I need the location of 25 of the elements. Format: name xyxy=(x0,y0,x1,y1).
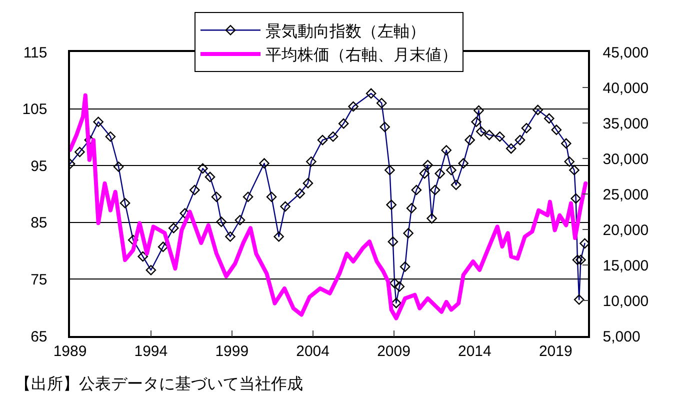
x-tick-label: 1989 xyxy=(53,342,87,360)
y2-tick-label: 25,000 xyxy=(602,186,649,204)
y2-tick-label: 20,000 xyxy=(602,222,649,239)
y-tick-label: 115 xyxy=(23,44,48,62)
y2-tick-label: 10,000 xyxy=(602,292,649,310)
y-tick-label: 105 xyxy=(22,101,48,118)
y-tick-label: 65 xyxy=(30,328,48,346)
x-tick-label: 2019 xyxy=(538,342,572,360)
y2-tick-label: 15,000 xyxy=(602,257,649,274)
x-tick-label: 2009 xyxy=(377,342,410,360)
y2-tick-label: 40,000 xyxy=(602,80,649,97)
text: 【出所】公表データに基づいて当社作成 xyxy=(15,375,303,393)
legend-label: 平均株価（右軸、月末値） xyxy=(266,46,458,64)
y-tick-label: 95 xyxy=(30,158,48,175)
y-tick-label: 85 xyxy=(30,214,48,232)
x-tick-label: 1994 xyxy=(134,342,168,360)
x-tick-label: 2004 xyxy=(296,342,330,360)
x-tick-label: 1999 xyxy=(215,342,249,360)
legend-label: 景気動向指数（左軸） xyxy=(266,22,426,40)
y-tick-label: 75 xyxy=(30,271,48,288)
y2-tick-label: 5,000 xyxy=(602,328,640,346)
y2-tick-label: 30,000 xyxy=(602,150,649,168)
y2-tick-label: 45,000 xyxy=(602,44,649,62)
x-tick-label: 2014 xyxy=(458,342,492,360)
y2-tick-label: 35,000 xyxy=(602,115,649,132)
